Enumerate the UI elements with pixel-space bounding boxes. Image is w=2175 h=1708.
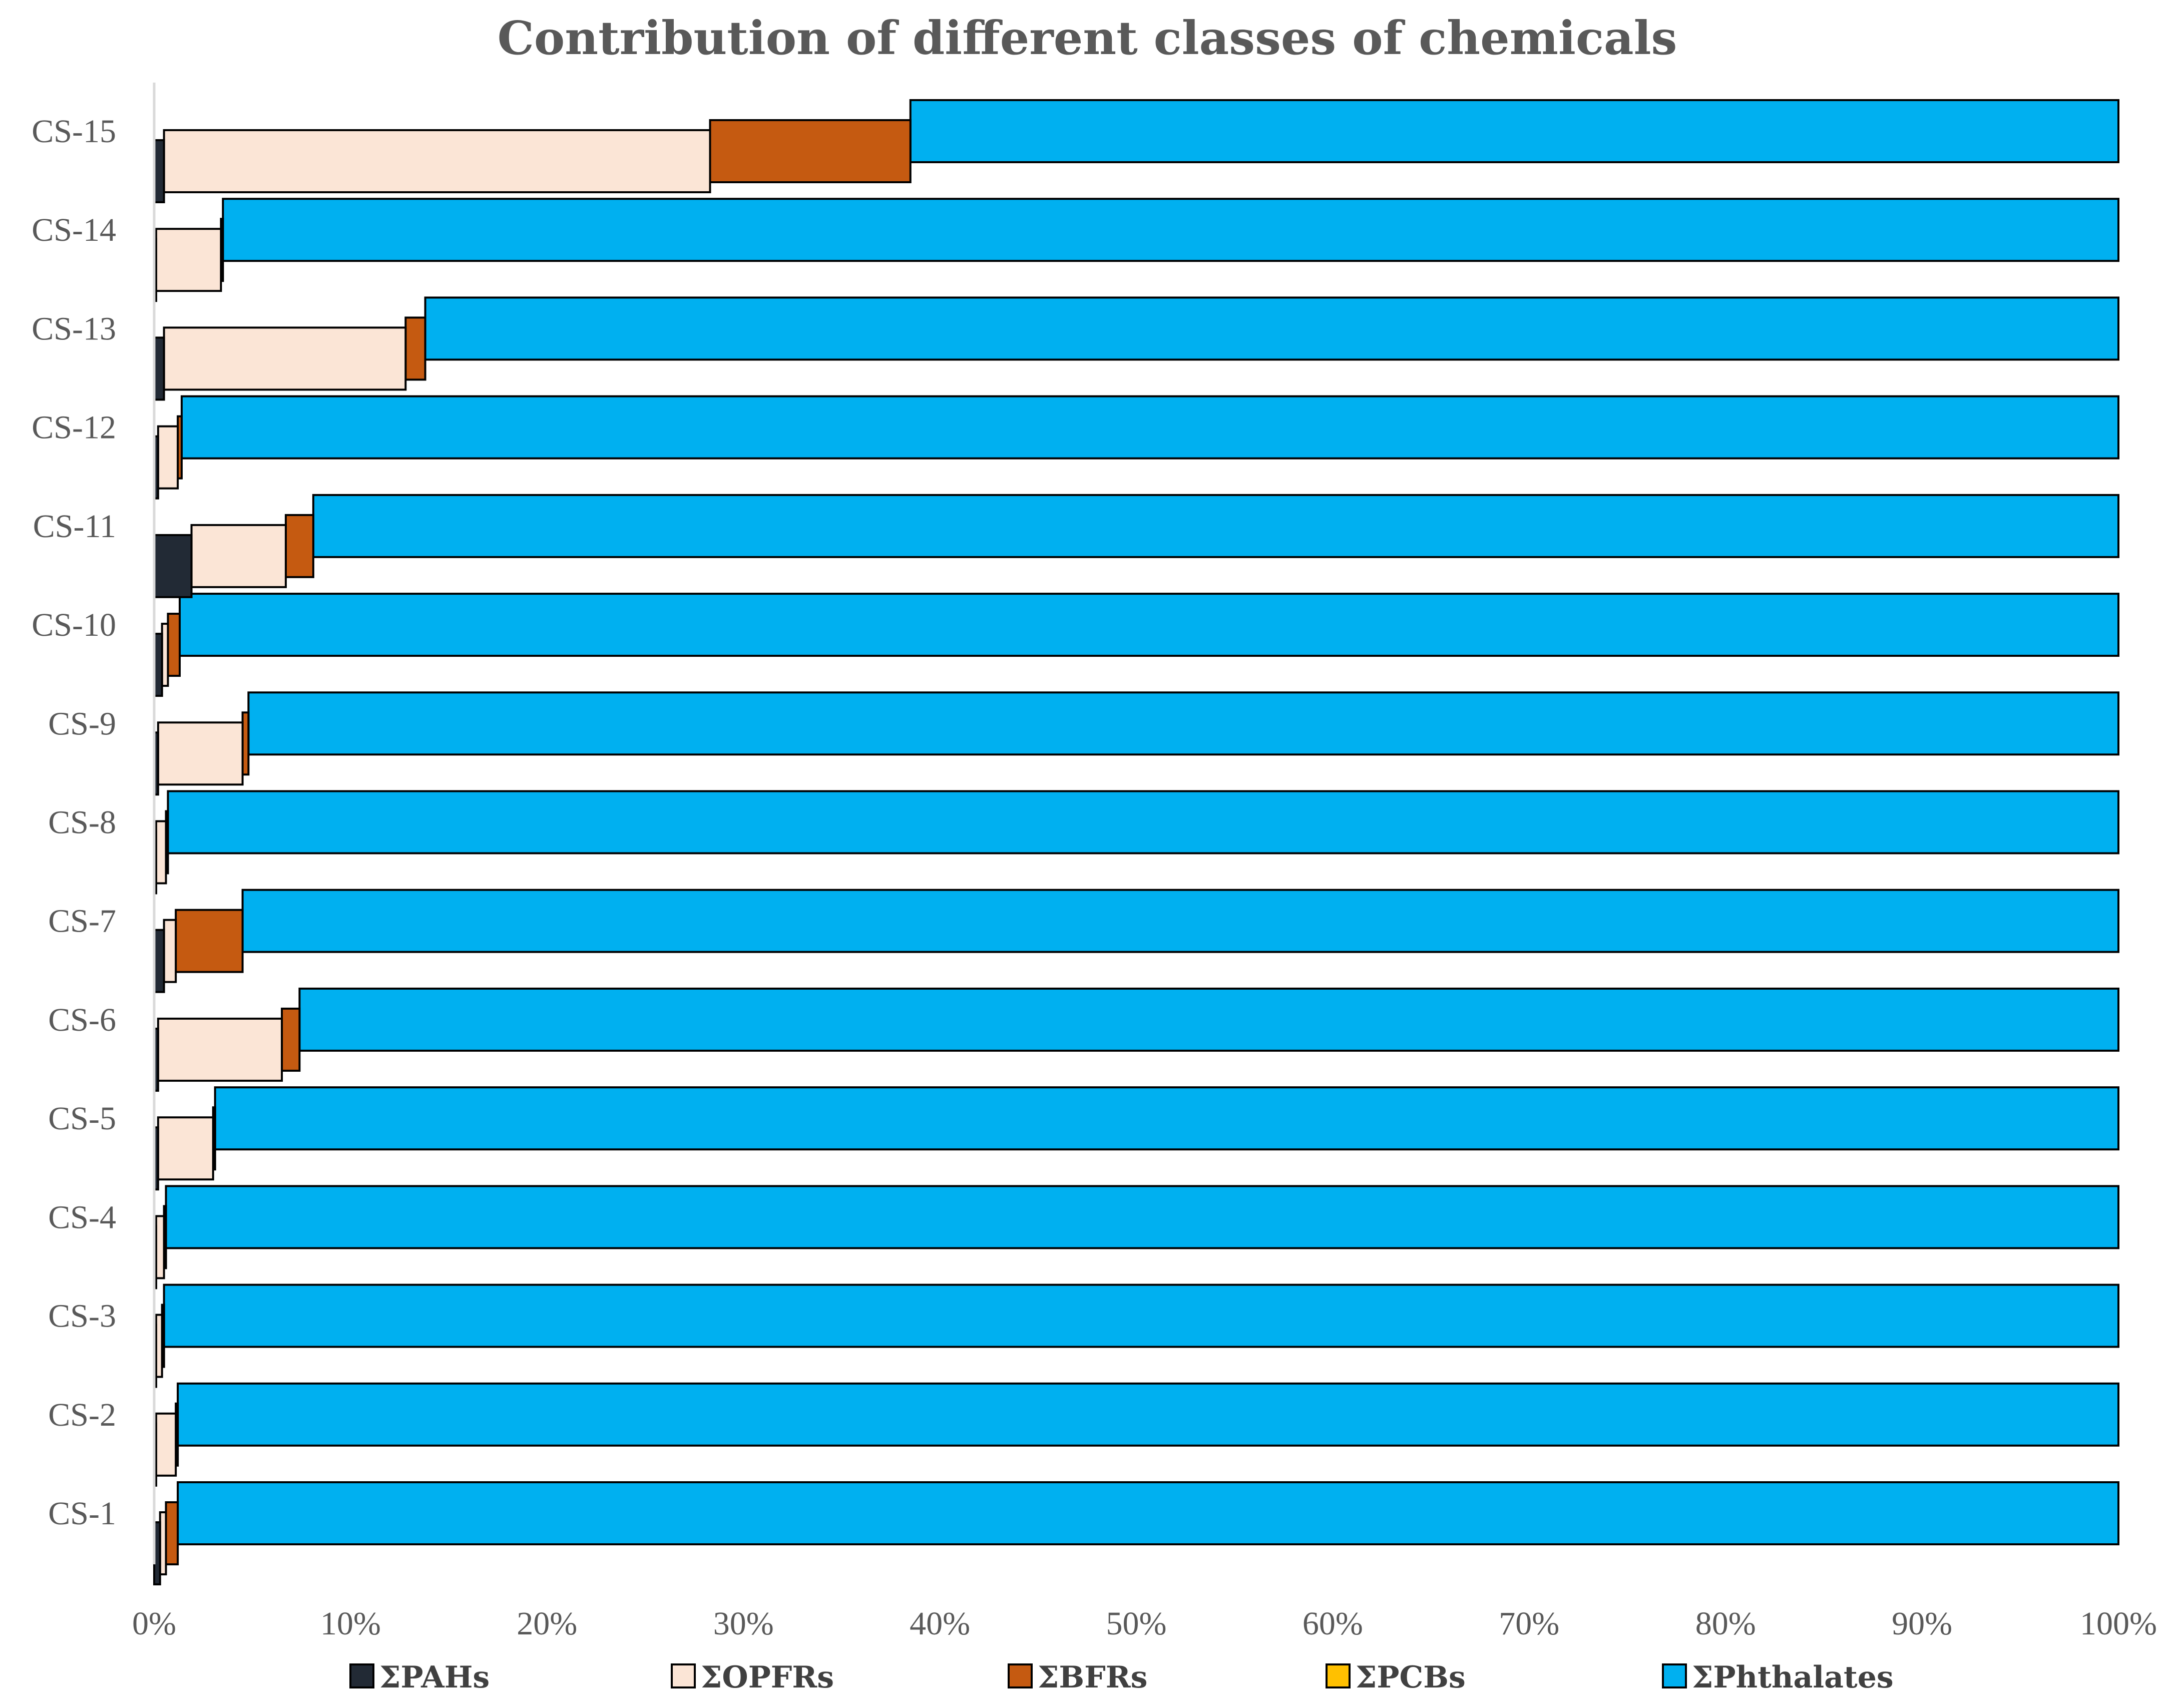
bar-segment-phthalates — [167, 790, 2120, 855]
legend-swatch — [1326, 1663, 1351, 1688]
bar-segment-bfrs — [165, 1501, 179, 1565]
bar-segment-opfrs — [157, 1017, 283, 1082]
bar-segment-opfrs — [155, 228, 222, 292]
plot-area — [153, 99, 2120, 1585]
bar-segment-bfrs — [284, 514, 314, 578]
y-tick-label: CS-6 — [48, 1002, 116, 1038]
bar-segment-pahs — [153, 139, 165, 203]
bar-segment-phthalates — [214, 1086, 2120, 1151]
y-tick-label: CS-15 — [32, 113, 116, 150]
bar-segment-phthalates — [177, 1481, 2119, 1545]
bar-segment-bfrs — [404, 316, 426, 381]
bar-segment-bfrs — [167, 613, 181, 677]
bar-segment-opfrs — [155, 820, 167, 885]
bar-segment-opfrs — [157, 425, 179, 490]
bar-segment-phthalates — [241, 889, 2119, 953]
bar-segment-opfrs — [157, 1116, 214, 1181]
x-tick-label: 80% — [1695, 1605, 1756, 1642]
y-tick-label: CS-4 — [48, 1199, 116, 1235]
bar-segment-bfrs — [709, 119, 912, 183]
bar-segment-phthalates — [424, 296, 2119, 361]
bar-segment-phthalates — [312, 494, 2119, 558]
y-tick-label: CS-12 — [32, 409, 116, 446]
y-tick-label: CS-14 — [32, 212, 116, 248]
x-tick-label: 60% — [1302, 1605, 1363, 1642]
x-tick-label: 30% — [713, 1605, 774, 1642]
bar-segment-opfrs — [190, 524, 287, 588]
x-axis: 0% 10% 20% 30% 40% 50% 60% 70% 80% 90% 100% — [132, 1605, 2157, 1642]
x-tick-label: 0% — [132, 1605, 176, 1642]
y-tick-label: CS-10 — [32, 607, 116, 643]
x-tick-label: 70% — [1499, 1605, 1559, 1642]
legend-swatch — [1662, 1663, 1687, 1688]
x-tick-label: 100% — [2080, 1605, 2157, 1642]
legend-swatch — [671, 1663, 696, 1688]
bar-segment-opfrs — [155, 1412, 177, 1477]
bar-segment-phthalates — [222, 198, 2119, 262]
y-tick-label: CS-9 — [48, 705, 116, 742]
legend-swatch — [1008, 1663, 1033, 1688]
y-tick-label: CS-11 — [33, 508, 116, 545]
legend-label: ΣPAHs — [379, 1660, 490, 1695]
bar-segment-opfrs — [163, 919, 177, 983]
legend-label: ΣPhthalates — [1692, 1660, 1894, 1695]
bar-segment-phthalates — [909, 99, 2119, 163]
bar-segment-phthalates — [180, 395, 2120, 460]
y-tick-label: CS-1 — [48, 1495, 116, 1532]
legend-swatch — [349, 1663, 374, 1688]
x-tick-label: 20% — [517, 1605, 577, 1642]
chart-title: Contribution of different classes of che… — [498, 11, 1677, 65]
bar-segment-phthalates — [165, 1185, 2119, 1249]
x-tick-label: 90% — [1892, 1605, 1952, 1642]
y-tick-label: CS-8 — [48, 804, 116, 841]
legend: ΣPAHs ΣOPFRs ΣBFRs ΣPCBs ΣPhthalates — [349, 1660, 1894, 1695]
legend-label: ΣPCBs — [1356, 1660, 1466, 1695]
y-tick-label: CS-3 — [48, 1298, 116, 1335]
bar-segment-pahs — [153, 929, 165, 993]
bar-segment-opfrs — [163, 326, 407, 391]
x-tick-label: 50% — [1106, 1605, 1167, 1642]
y-tick-label: CS-2 — [48, 1397, 116, 1433]
bar-segment-bfrs — [175, 909, 244, 973]
legend-label: ΣBFRs — [1038, 1660, 1147, 1695]
legend-label: ΣOPFRs — [701, 1660, 834, 1695]
bar-segment-phthalates — [298, 987, 2120, 1052]
y-axis: CS-1 CS-2 CS-3 CS-4 CS-5 CS-6 CS-7 CS-8 CS-9 CS-1… — [32, 83, 156, 1564]
x-tick-label: 40% — [910, 1605, 970, 1642]
x-tick-label: 10% — [320, 1605, 381, 1642]
bar-segment-opfrs — [157, 721, 244, 786]
bar-segment-pahs — [153, 336, 165, 401]
y-tick-label: CS-13 — [32, 310, 116, 347]
bar-segment-opfrs — [163, 129, 711, 193]
bar-segment-bfrs — [281, 1007, 301, 1072]
bar-segment-phthalates — [177, 1382, 2119, 1447]
y-tick-label: CS-5 — [48, 1100, 116, 1137]
bar-segment-pahs — [153, 534, 193, 598]
bar-segment-phthalates — [163, 1284, 2119, 1348]
bar-segment-phthalates — [179, 593, 2119, 657]
y-tick-label: CS-7 — [48, 903, 116, 940]
bar-segment-opfrs — [155, 1215, 165, 1279]
bar-segment-phthalates — [247, 691, 2119, 756]
